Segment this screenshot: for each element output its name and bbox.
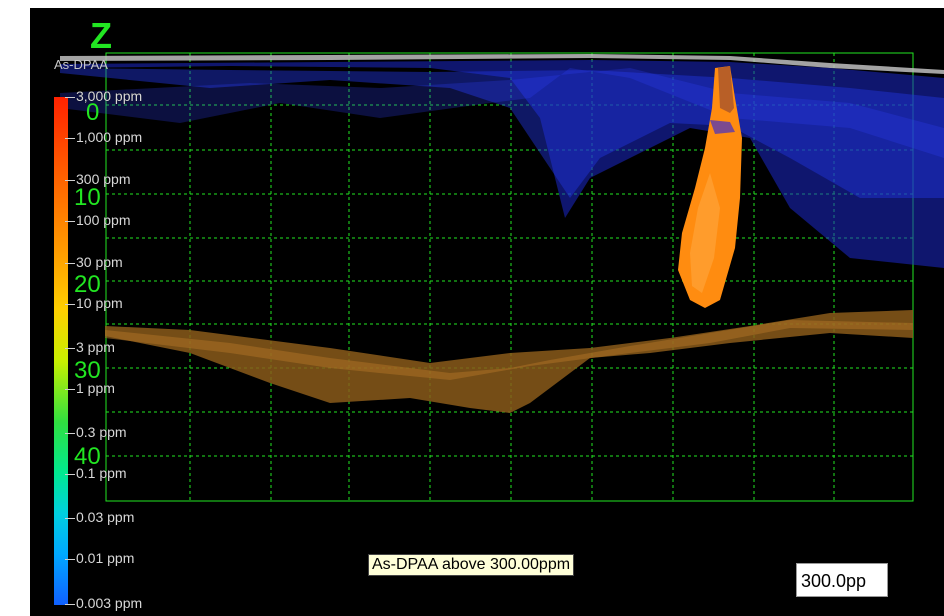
threshold-value-box[interactable]: 300.0pp <box>796 563 888 597</box>
legend-tick <box>65 604 75 605</box>
legend-label: 3 ppm <box>76 339 115 355</box>
legend-tick <box>65 559 75 560</box>
legend-label: 100 ppm <box>76 212 131 228</box>
depth-label: 20 <box>74 271 101 298</box>
legend-label: 300 ppm <box>76 171 131 187</box>
legend-label: 0.003 ppm <box>76 595 143 611</box>
depth-label: 10 <box>74 184 101 211</box>
legend-tick <box>65 348 75 349</box>
legend-label: 0.03 ppm <box>76 509 135 525</box>
3d-viewport[interactable]: Z As-DPAA 3,000 ppm 1,000 ppm 300 ppm 10… <box>30 8 944 616</box>
legend-tick <box>65 97 75 98</box>
legend-tick <box>65 221 75 222</box>
legend-tick <box>65 474 75 475</box>
legend-tick <box>65 263 75 264</box>
ground-surface <box>60 54 944 74</box>
depth-label: 0 <box>86 99 100 126</box>
legend-tick <box>65 304 75 305</box>
depth-label: 40 <box>74 443 101 470</box>
scene-canvas[interactable] <box>30 8 944 616</box>
variable-title: As-DPAA <box>54 57 108 72</box>
legend-label: 30 ppm <box>76 254 123 270</box>
legend-label: 0.1 ppm <box>76 465 127 481</box>
depth-label: 30 <box>74 357 101 384</box>
colorbar <box>54 97 68 605</box>
grid-frame <box>105 52 914 502</box>
legend-tick <box>65 433 75 434</box>
legend-label: 10 ppm <box>76 295 123 311</box>
legend-label: 0.01 ppm <box>76 550 135 566</box>
filter-caption: As-DPAA above 300.00ppm <box>368 554 575 576</box>
blue-layer <box>60 60 944 268</box>
legend-label: 1,000 ppm <box>76 129 143 145</box>
z-axis-title: Z <box>90 15 112 56</box>
plume <box>678 66 742 308</box>
legend-tick <box>65 389 75 390</box>
legend-label: 0.3 ppm <box>76 424 127 440</box>
brown-layer <box>105 310 913 413</box>
legend-tick <box>65 518 75 519</box>
legend-label: 3,000 ppm <box>76 88 143 104</box>
legend-tick <box>65 138 75 139</box>
legend-tick <box>65 180 75 181</box>
legend-label: 1 ppm <box>76 380 115 396</box>
